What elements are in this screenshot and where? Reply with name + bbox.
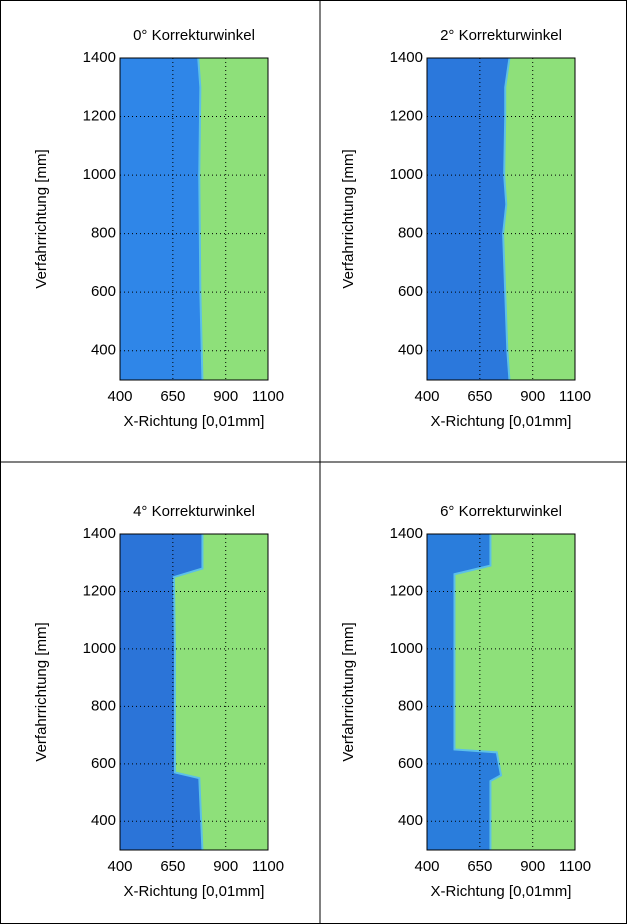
low-region [427, 58, 510, 380]
y-tick-label: 1200 [390, 108, 423, 125]
chart-title: 6° Korrekturwinkel [440, 503, 562, 520]
y-axis-label: Verfahrrichtung [mm] [340, 622, 357, 761]
y-tick-label: 800 [398, 225, 423, 242]
region-boundary [172, 534, 204, 851]
region-boundary [197, 57, 204, 381]
x-tick-label: 900 [520, 858, 545, 875]
chart-title: 0° Korrekturwinkel [133, 27, 255, 44]
y-tick-label: 1400 [83, 49, 116, 66]
x-tick-label: 650 [160, 858, 185, 875]
y-tick-label: 400 [398, 342, 423, 359]
low-region [427, 534, 501, 850]
chart-title: 2° Korrekturwinkel [440, 27, 562, 44]
y-axis-label: Verfahrrichtung [mm] [33, 622, 50, 761]
y-tick-label: 800 [91, 225, 116, 242]
low-region [120, 534, 203, 850]
y-axis-label: Verfahrrichtung [mm] [33, 149, 50, 288]
x-tick-label: 900 [213, 388, 238, 405]
y-tick-label: 600 [91, 755, 116, 772]
x-axis-label: X-Richtung [0,01mm] [124, 413, 265, 430]
y-tick-label: 1400 [390, 525, 423, 542]
low-region [120, 58, 203, 380]
y-tick-label: 1000 [390, 166, 423, 183]
plot-frame [426, 533, 576, 851]
x-tick-label: 1100 [559, 858, 591, 875]
region-boundary [502, 57, 511, 381]
x-tick-label: 400 [107, 388, 132, 405]
x-tick-label: 900 [213, 858, 238, 875]
y-tick-label: 1000 [83, 166, 116, 183]
x-tick-label: 400 [414, 858, 439, 875]
y-tick-label: 400 [91, 812, 116, 829]
x-tick-label: 900 [520, 388, 545, 405]
chart-title: 4° Korrekturwinkel [133, 503, 255, 520]
x-tick-label: 400 [414, 388, 439, 405]
y-tick-label: 1000 [390, 640, 423, 657]
y-tick-label: 600 [398, 755, 423, 772]
x-tick-label: 650 [467, 388, 492, 405]
y-axis-label: Verfahrrichtung [mm] [340, 149, 357, 288]
x-tick-label: 400 [107, 858, 132, 875]
x-tick-label: 1100 [559, 388, 591, 405]
y-tick-label: 1200 [83, 108, 116, 125]
y-tick-label: 1000 [83, 640, 116, 657]
x-tick-label: 650 [467, 858, 492, 875]
x-tick-label: 650 [160, 388, 185, 405]
y-tick-label: 800 [398, 697, 423, 714]
y-tick-label: 1400 [390, 49, 423, 66]
y-tick-label: 800 [91, 697, 116, 714]
x-tick-label: 1100 [252, 858, 284, 875]
y-tick-label: 1200 [390, 582, 423, 599]
y-tick-label: 400 [398, 812, 423, 829]
plot-frame [119, 533, 269, 851]
y-tick-label: 400 [91, 342, 116, 359]
x-axis-label: X-Richtung [0,01mm] [431, 883, 572, 900]
x-tick-label: 1100 [252, 388, 284, 405]
x-axis-label: X-Richtung [0,01mm] [124, 883, 265, 900]
y-tick-label: 600 [91, 283, 116, 300]
x-axis-label: X-Richtung [0,01mm] [431, 413, 572, 430]
region-boundary [453, 534, 503, 850]
y-tick-label: 600 [398, 283, 423, 300]
y-tick-label: 1400 [83, 525, 116, 542]
y-tick-label: 1200 [83, 582, 116, 599]
